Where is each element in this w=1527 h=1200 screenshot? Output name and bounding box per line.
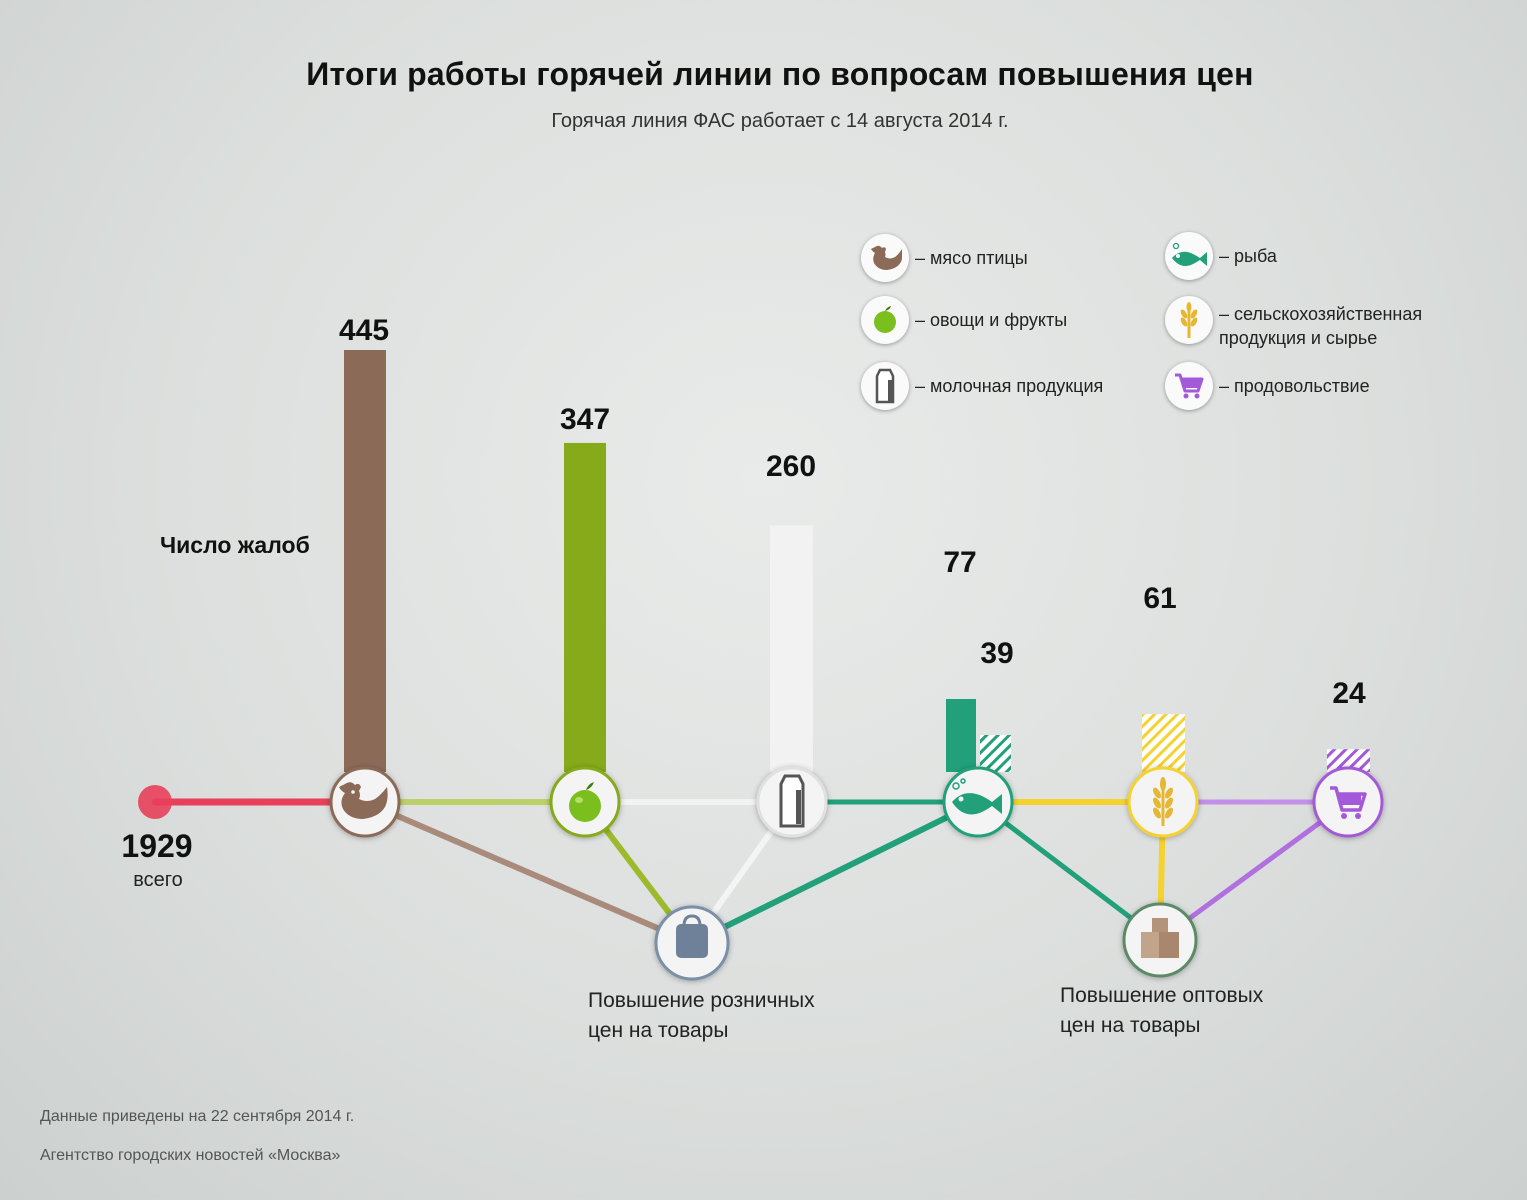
chicken-icon <box>339 782 388 819</box>
milk-carton-icon <box>861 362 909 410</box>
cart-icon <box>1330 786 1367 819</box>
legend-label-dairy: – молочная продукция <box>915 376 1104 396</box>
bar-dairy-retail <box>770 525 813 772</box>
total-marker: 1929 всего <box>121 785 193 891</box>
bar-fish-retail <box>946 698 976 772</box>
wheat-icon <box>1165 296 1213 344</box>
footer-note: Данные приведены на 22 сентября 2014 г. <box>40 1108 355 1125</box>
value-label-food: 24 <box>1332 677 1366 710</box>
retail-label-line2: цен на товары <box>588 1019 728 1042</box>
fish-icon <box>1165 232 1213 280</box>
legend-item-food: – продовольствие <box>1165 362 1370 410</box>
legend-item-agri: – сельскохозяйственная продукция и сырье <box>1165 296 1422 350</box>
wholesale-label: Повышение оптовых цен на товары <box>1060 984 1264 1037</box>
total-value: 1929 <box>121 828 192 864</box>
value-label-fish-wholesale: 39 <box>980 637 1013 670</box>
milk-carton-icon <box>779 774 805 828</box>
value-label-dairy: 260 <box>766 450 816 483</box>
bar-vegetables-retail <box>564 442 606 772</box>
legend-item-dairy: – молочная продукция <box>861 362 1103 410</box>
legend-label-fish: – рыба <box>1219 246 1277 266</box>
legend-label-agri-line2: продукция и сырье <box>1219 328 1378 348</box>
legend-label-agri-line1: – сельскохозяйственная <box>1219 304 1423 324</box>
bar-value-labels: 445 347 260 77 39 61 24 <box>339 314 1366 710</box>
value-label-poultry: 445 <box>339 314 389 347</box>
footer-source: Агентство городских новостей «Москва» <box>40 1147 341 1164</box>
wholesale-label-line2: цен на товары <box>1060 1014 1200 1037</box>
legend-label-food: – продовольствие <box>1219 376 1370 396</box>
value-label-agri: 61 <box>1143 582 1176 615</box>
fish-icon <box>952 778 1002 815</box>
axis-label-complaints: Число жалоб <box>160 532 310 558</box>
chicken-icon <box>861 234 909 282</box>
total-label: всего <box>133 869 183 891</box>
connector-fish-retail <box>690 799 980 946</box>
boxes-icon <box>1141 918 1179 958</box>
connector-fish-wholesale <box>976 800 1162 942</box>
retail-label: Повышение розничных цен на товары <box>588 989 815 1042</box>
bar-agri-wholesale <box>1142 714 1185 772</box>
wheat-icon <box>1153 777 1173 826</box>
legend-item-vegetables: – овощи и фрукты <box>861 296 1067 344</box>
page-subtitle: Горячая линия ФАС работает с 14 августа … <box>551 110 1009 132</box>
page-title: Итоги работы горячей линии по вопросам п… <box>306 56 1254 92</box>
legend-label-poultry: – мясо птицы <box>915 248 1028 268</box>
legend-label-vegetables: – овощи и фрукты <box>915 310 1068 330</box>
bar-poultry-retail <box>344 350 386 772</box>
bar-food-wholesale <box>1327 749 1370 772</box>
legend-item-poultry: – мясо птицы <box>861 234 1028 282</box>
legend-item-fish: – рыба <box>1165 232 1277 280</box>
connector-food-wholesale <box>1158 799 1350 943</box>
apple-icon <box>861 296 909 344</box>
shopping-bag-icon <box>676 914 708 958</box>
value-label-fish-retail: 77 <box>943 546 976 579</box>
value-label-vegetables: 347 <box>560 403 610 436</box>
bar-fish-wholesale <box>980 735 1011 772</box>
retail-label-line1: Повышение розничных <box>588 989 815 1012</box>
bars <box>344 350 1370 772</box>
wholesale-label-line1: Повышение оптовых <box>1060 984 1264 1007</box>
connector-poultry-retail <box>363 799 694 946</box>
legend-label-agri: – сельскохозяйственная продукция и сырье <box>1219 302 1422 350</box>
cart-icon <box>1165 362 1213 410</box>
apple-icon <box>569 782 601 822</box>
